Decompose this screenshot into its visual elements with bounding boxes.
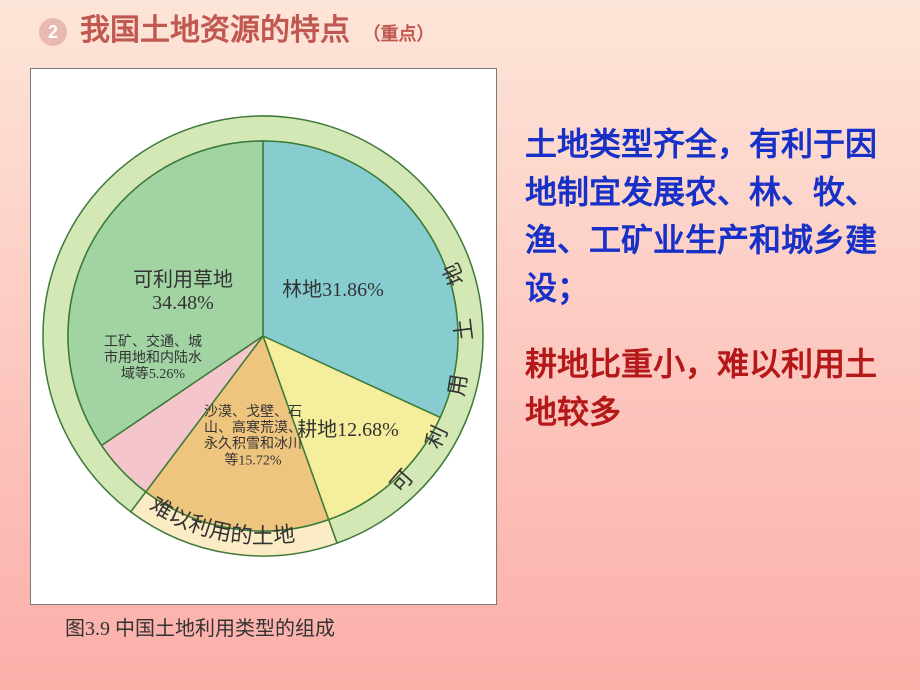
label-forest: 林地31.86% [282, 278, 384, 301]
title-main: 我国土地资源的特点 [80, 14, 350, 47]
side-paragraph-1: 土地类型齐全，有利于因地制宜发展农、林、牧、渔、工矿业生产和城乡建设； [525, 120, 905, 312]
label-farm: 耕地12.68% [297, 418, 399, 441]
title-sub: （重点） [362, 24, 434, 44]
figure-card: 林地31.86%耕地12.68%沙漠、戈壁、石山、高寒荒漠、永久积雪和冰川等15… [30, 68, 497, 605]
slide: 2 我国土地资源的特点 （重点） 林地31.86%耕地12.68%沙漠、戈壁、石… [0, 0, 920, 690]
side-text: 土地类型齐全，有利于因地制宜发展农、林、牧、渔、工矿业生产和城乡建设； 耕地比重… [525, 120, 905, 436]
side-paragraph-2: 耕地比重小，难以利用土地较多 [525, 340, 905, 436]
slide-title: 我国土地资源的特点 （重点） [80, 5, 434, 49]
bullet-number: 2 [39, 18, 67, 46]
figure-caption: 图3.9 中国土地利用类型的组成 [65, 612, 335, 641]
pie-chart: 林地31.86%耕地12.68%沙漠、戈壁、石山、高寒荒漠、永久积雪和冰川等15… [31, 69, 496, 604]
